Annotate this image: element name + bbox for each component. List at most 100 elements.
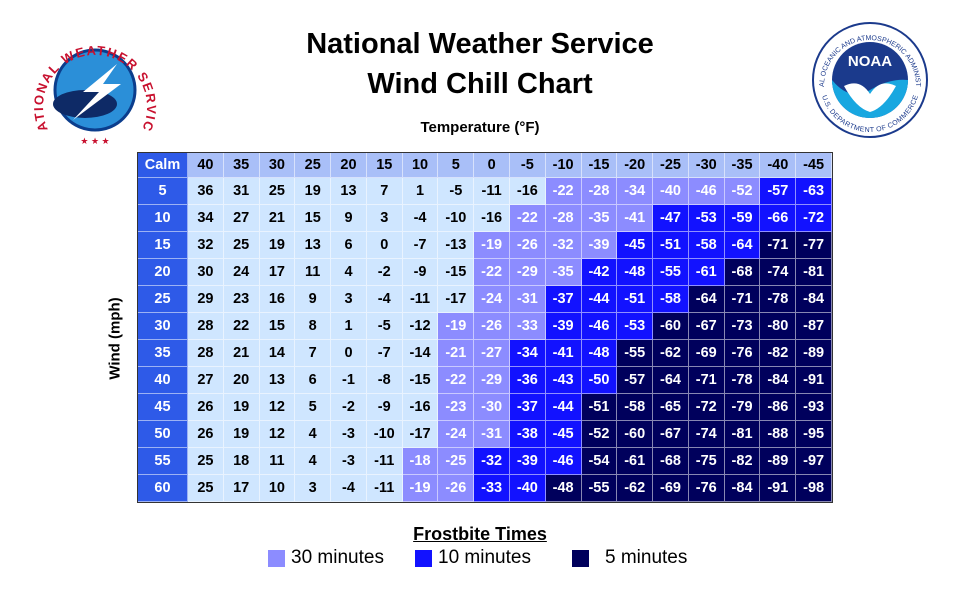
wind-chill-cell: 1 <box>331 313 367 340</box>
title-line-1: National Weather Service <box>306 28 654 60</box>
wind-chill-cell: -24 <box>474 286 510 313</box>
wind-chill-cell: -45 <box>545 421 582 448</box>
wind-chill-cell: -45 <box>617 232 654 259</box>
wind-chill-cell: -60 <box>617 421 654 448</box>
wind-chill-cell: -3 <box>331 421 367 448</box>
temperature-header: -35 <box>724 153 761 178</box>
wind-chill-cell: 19 <box>223 394 260 421</box>
temperature-header: -20 <box>617 153 654 178</box>
wind-chill-cell: -34 <box>617 178 654 205</box>
wind-chill-cell: -32 <box>474 448 510 475</box>
wind-chill-cell: -41 <box>545 340 582 367</box>
wind-chill-cell: -78 <box>724 367 761 394</box>
wind-chill-cell: -48 <box>617 259 654 286</box>
legend-label: 5 minutes <box>605 547 688 568</box>
wind-chill-cell: -75 <box>688 448 725 475</box>
wind-chill-cell: -69 <box>653 475 689 502</box>
temperature-header: -5 <box>510 153 546 178</box>
wind-chill-cell: -11 <box>366 475 403 502</box>
wind-chill-cell: -71 <box>760 232 797 259</box>
wind-chill-cell: -89 <box>760 448 797 475</box>
wind-chill-cell: 0 <box>366 232 403 259</box>
wind-chill-cell: -76 <box>688 475 725 502</box>
wind-chill-cell: -9 <box>366 394 403 421</box>
wind-chill-cell: -48 <box>581 340 618 367</box>
wind-chill-cell: -42 <box>581 259 618 286</box>
wind-chill-cell: 17 <box>259 259 296 286</box>
wind-chill-cell: -61 <box>617 448 654 475</box>
wind-header: 25 <box>138 286 188 313</box>
wind-chill-cell: -97 <box>796 448 832 475</box>
wind-chill-cell: -84 <box>724 475 761 502</box>
wind-chill-cell: -62 <box>653 340 689 367</box>
legend-item: 30 minutes <box>268 547 384 569</box>
wind-chill-cell: 19 <box>259 232 296 259</box>
wind-chill-cell: -23 <box>438 394 475 421</box>
wind-chill-cell: -28 <box>545 205 582 232</box>
wind-chill-cell: -39 <box>545 313 582 340</box>
wind-chill-cell: 20 <box>223 367 260 394</box>
wind-chill-cell: -65 <box>653 394 689 421</box>
wind-header: 30 <box>138 313 188 340</box>
wind-chill-cell: -4 <box>366 286 403 313</box>
wind-chill-cell: -63 <box>796 178 832 205</box>
wind-chill-cell: 15 <box>295 205 332 232</box>
wind-chill-cell: -51 <box>581 394 618 421</box>
wind-chill-cell: 22 <box>223 313 260 340</box>
wind-chill-cell: -5 <box>438 178 475 205</box>
wind-chill-cell: -33 <box>474 475 510 502</box>
wind-chill-cell: 14 <box>259 340 296 367</box>
wind-chill-cell: -80 <box>760 313 797 340</box>
wind-chill-cell: -9 <box>402 259 439 286</box>
wind-chill-cell: -46 <box>688 178 725 205</box>
wind-chill-cell: -64 <box>688 286 725 313</box>
wind-chill-cell: -22 <box>545 178 582 205</box>
wind-chill-cell: -93 <box>796 394 832 421</box>
wind-chill-cell: -3 <box>331 448 367 475</box>
wind-chill-cell: 17 <box>223 475 260 502</box>
wind-chill-cell: -47 <box>653 205 689 232</box>
wind-header: 55 <box>138 448 188 475</box>
wind-chill-cell: -76 <box>724 340 761 367</box>
wind-chill-cell: -25 <box>438 448 475 475</box>
wind-chill-cell: -31 <box>510 286 546 313</box>
wind-chill-cell: -10 <box>366 421 403 448</box>
wind-chill-cell: -4 <box>331 475 367 502</box>
wind-chill-cell: 32 <box>188 232 224 259</box>
wind-chill-cell: 9 <box>331 205 367 232</box>
wind-chill-cell: -12 <box>402 313 439 340</box>
wind-chill-cell: -14 <box>402 340 439 367</box>
wind-chill-cell: 25 <box>188 448 224 475</box>
wind-chill-cell: -11 <box>366 448 403 475</box>
legend-swatch <box>415 549 432 567</box>
wind-chill-cell: -50 <box>581 367 618 394</box>
wind-header: 10 <box>138 205 188 232</box>
wind-chill-cell: -35 <box>581 205 618 232</box>
wind-chill-cell: -82 <box>724 448 761 475</box>
temperature-header: 10 <box>402 153 439 178</box>
wind-chill-cell: -71 <box>724 286 761 313</box>
wind-chill-cell: 19 <box>295 178 332 205</box>
temperature-header: 5 <box>438 153 475 178</box>
wind-chill-cell: -60 <box>653 313 689 340</box>
wind-chill-cell: -66 <box>760 205 797 232</box>
wind-chill-cell: 9 <box>295 286 332 313</box>
wind-chill-cell: 19 <box>223 421 260 448</box>
wind-header: 35 <box>138 340 188 367</box>
wind-chill-cell: 23 <box>223 286 260 313</box>
wind-chill-cell: -64 <box>653 367 689 394</box>
wind-chill-cell: 31 <box>223 178 260 205</box>
wind-chill-cell: 27 <box>223 205 260 232</box>
wind-chill-cell: -37 <box>545 286 582 313</box>
legend-swatch <box>572 549 589 567</box>
temperature-header: 0 <box>474 153 510 178</box>
wind-chill-cell: -17 <box>438 286 475 313</box>
wind-chill-cell: -22 <box>474 259 510 286</box>
wind-chill-cell: -2 <box>331 394 367 421</box>
wind-chill-cell: -88 <box>760 421 797 448</box>
wind-chill-cell: 12 <box>259 421 296 448</box>
wind-header: 40 <box>138 367 188 394</box>
wind-chill-cell: -78 <box>760 286 797 313</box>
wind-chill-cell: -34 <box>510 340 546 367</box>
